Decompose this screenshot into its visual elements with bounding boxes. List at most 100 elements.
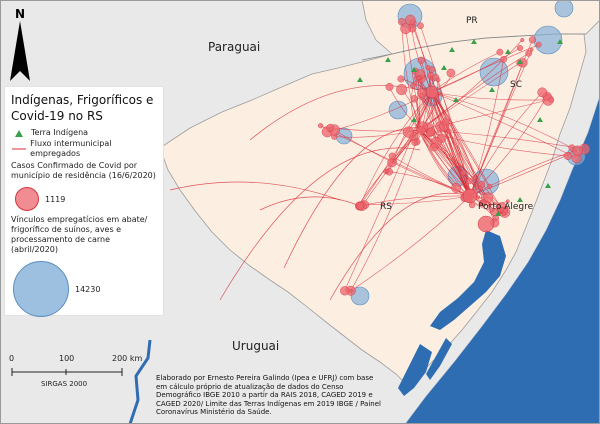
flow-line <box>420 25 471 197</box>
covid-circle <box>501 211 506 216</box>
covid-circle <box>388 152 396 160</box>
covid-circle <box>411 139 419 146</box>
covid-circle <box>340 286 350 296</box>
flow-line <box>364 195 471 206</box>
indigenous-land-marker <box>557 39 563 44</box>
lagoa-mirim <box>398 344 432 396</box>
jobs-circle <box>554 0 574 18</box>
covid-circle <box>405 14 416 26</box>
indigenous-land-marker <box>441 65 447 70</box>
uruguai-river <box>128 339 152 424</box>
indigenous-land-marker <box>537 117 543 122</box>
covid-circle <box>400 23 411 35</box>
covid-circle <box>425 85 439 99</box>
red-line-icon <box>11 147 26 151</box>
flow-line <box>469 92 543 197</box>
covid-circle <box>416 76 421 81</box>
indigenous-land-marker <box>545 183 551 188</box>
indigenous-land-marker <box>385 57 391 62</box>
indigenous-land-marker <box>471 39 477 44</box>
flow-line <box>283 127 433 269</box>
legend-item-label: Fluxo intermunicipal empregados <box>30 139 112 158</box>
north-letter: N <box>14 7 26 21</box>
north-arrow: N <box>8 8 32 81</box>
covid-circle <box>385 83 394 91</box>
flow-line <box>420 130 471 197</box>
covid-circle <box>528 36 537 44</box>
legend-item-label: Terra Indígena <box>31 128 89 137</box>
covid-circle <box>563 151 572 160</box>
map-credits: Elaborado por Ernesto Pereira Galindo (I… <box>156 374 381 417</box>
covid-circle <box>529 47 534 52</box>
indigenous-land-marker <box>505 49 511 54</box>
flow-line <box>410 19 471 197</box>
flow-line <box>431 91 496 224</box>
lagoa-mangueira <box>426 338 452 380</box>
scale-label-100: 100 <box>59 354 75 363</box>
legend-item-indigenous: Terra Indígena <box>11 128 157 138</box>
indigenous-land-marker <box>411 67 417 72</box>
flow-line <box>359 91 433 207</box>
jobs-circle <box>388 100 408 120</box>
flow-line <box>350 195 471 292</box>
covid-circle <box>430 143 439 152</box>
covid-circle <box>496 48 504 56</box>
label-porto-alegre: Porto Alegre <box>478 202 534 212</box>
flow-line <box>431 91 490 187</box>
flow-line <box>469 59 504 197</box>
lagoa-dos-patos <box>430 230 506 330</box>
flow-line <box>219 147 421 301</box>
covid-circle <box>500 56 507 63</box>
covid-circle <box>397 75 405 83</box>
flow-line <box>401 21 421 131</box>
indigenous-land-marker <box>449 47 455 52</box>
label-paraguai: Paraguai <box>208 40 261 54</box>
flow-line <box>259 196 361 211</box>
scale-bar-graphic <box>11 368 123 376</box>
covid-circle <box>517 45 524 52</box>
covid-circle <box>442 118 450 126</box>
legend-jobs-value: 14230 <box>75 284 101 294</box>
covid-circle <box>499 207 504 212</box>
covid-circle <box>416 126 426 135</box>
covid-circle <box>472 175 477 180</box>
flow-line <box>431 91 502 210</box>
flow-line <box>431 91 552 101</box>
covid-circle <box>349 289 353 293</box>
covid-circle <box>479 200 486 206</box>
covid-circle <box>520 38 525 43</box>
covid-circle <box>421 98 426 103</box>
label-rs: RS <box>380 202 392 212</box>
crs-label: SIRGAS 2000 <box>41 380 88 388</box>
covid-circle <box>535 41 542 48</box>
legend-covid-scale: 1119 <box>11 187 157 211</box>
map-legend: Indígenas, Frigoríficos e Covid-19 no RS… <box>4 86 164 317</box>
scale-label-200: 200 km <box>112 354 143 363</box>
legend-title: Indígenas, Frigoríficos e Covid-19 no RS <box>11 93 154 123</box>
covid-circle <box>385 169 390 174</box>
flow-line <box>431 91 468 197</box>
covid-circle <box>466 177 473 185</box>
covid-circle <box>478 185 483 190</box>
legend-jobs-scale: 14230 <box>11 261 157 317</box>
flow-line <box>419 53 529 131</box>
covid-circle <box>318 123 324 129</box>
covid-circle <box>572 145 583 157</box>
jobs-circle <box>533 25 563 55</box>
indigenous-land-marker <box>517 59 523 64</box>
covid-circle <box>410 95 418 103</box>
covid-circle <box>355 201 365 211</box>
flow-line <box>386 171 471 197</box>
scale-bar: 0 100 200 km SIRGAS 2000 <box>8 354 158 394</box>
covid-circle <box>548 96 555 103</box>
covid-circle-icon <box>15 187 39 211</box>
legend-item-flow: Fluxo intermunicipal empregados <box>11 139 157 159</box>
flow-line <box>411 28 433 93</box>
label-sc: SC <box>510 80 522 90</box>
jobs-circle-icon <box>13 261 69 317</box>
legend-jobs-heading: Vínculos empregatícios em abate/ frigorí… <box>11 215 148 254</box>
covid-circle <box>435 77 441 83</box>
flow-line <box>431 44 539 93</box>
covid-circle <box>417 22 424 30</box>
